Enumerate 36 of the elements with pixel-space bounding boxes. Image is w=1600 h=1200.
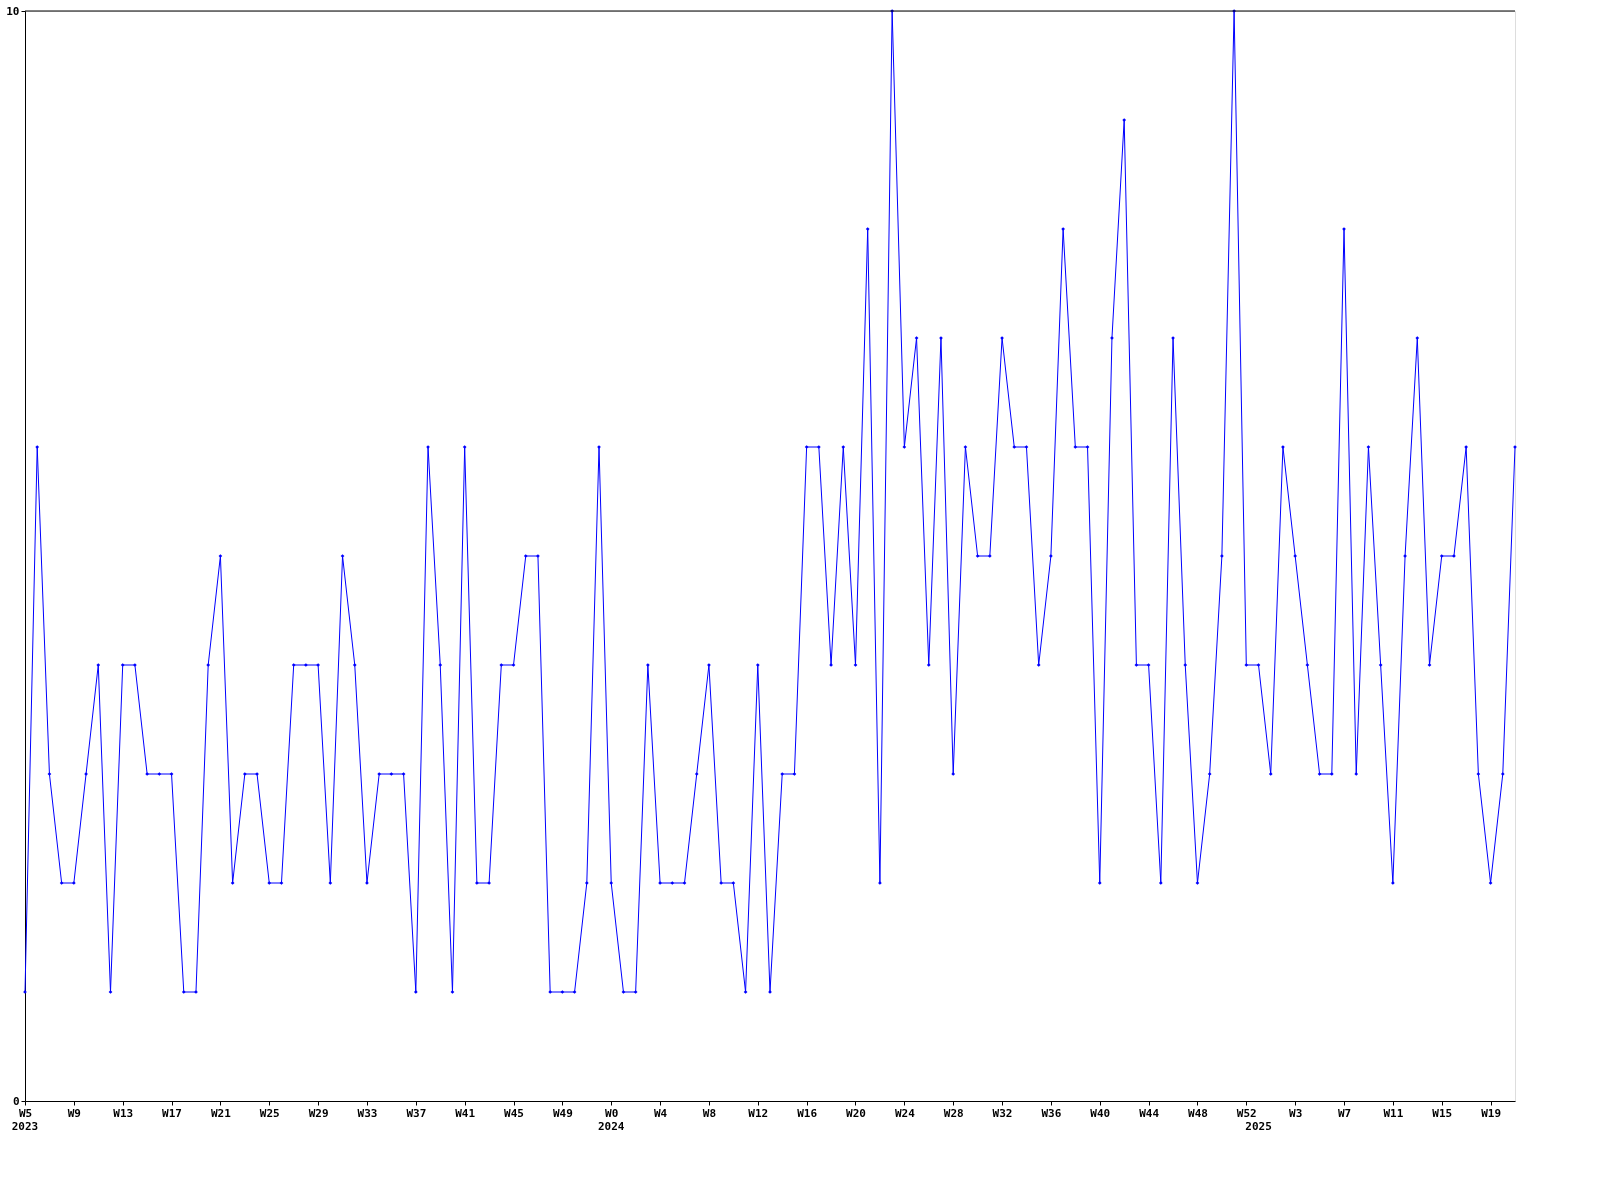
x-tick-label: W7 bbox=[1337, 1106, 1352, 1120]
x-tick-label: W9 bbox=[67, 1106, 81, 1120]
x-tick-label: W28 bbox=[943, 1106, 964, 1120]
x-tick-label: W19 bbox=[1481, 1106, 1502, 1120]
x-tick-label: W15 bbox=[1432, 1106, 1453, 1120]
text: 2023 bbox=[11, 1120, 39, 1133]
x-tick-label: W49 bbox=[552, 1106, 573, 1120]
x-tick-label: W33 bbox=[357, 1106, 378, 1120]
x-tick-label: W5 bbox=[18, 1106, 33, 1120]
x-tick-label: W32 bbox=[992, 1106, 1013, 1120]
x-tick-label: W24 bbox=[894, 1106, 916, 1120]
x-tick-label: W25 bbox=[259, 1106, 280, 1120]
x-tick-label: W11 bbox=[1383, 1106, 1404, 1120]
text: 2024 bbox=[597, 1120, 625, 1133]
x-tick-label: W3 bbox=[1289, 1106, 1303, 1120]
x-tick-label: W13 bbox=[113, 1106, 134, 1120]
x-tick-label: W45 bbox=[504, 1106, 524, 1120]
x-tick-label: W12 bbox=[748, 1106, 769, 1120]
x-tick-label: W0 bbox=[605, 1106, 619, 1120]
x-tick-label: W8 bbox=[702, 1106, 717, 1120]
x-tick-label: W37 bbox=[406, 1106, 427, 1120]
x-tick-label: W20 bbox=[846, 1106, 866, 1120]
x-tick-label: W16 bbox=[797, 1106, 818, 1120]
text: 2025 bbox=[1245, 1120, 1272, 1133]
x-tick-label: W17 bbox=[162, 1106, 182, 1120]
x-tick-label: W48 bbox=[1188, 1106, 1208, 1120]
x-tick-label: W52 bbox=[1236, 1106, 1257, 1120]
x-tick-label: W40 bbox=[1090, 1106, 1111, 1120]
y-tick-label: 0 bbox=[12, 1094, 20, 1108]
x-tick-label: W44 bbox=[1139, 1106, 1160, 1120]
y-tick-label: 10 bbox=[6, 4, 20, 18]
x-tick-label: W4 bbox=[653, 1106, 668, 1120]
x-tick-label: W41 bbox=[455, 1106, 476, 1120]
x-tick-label: W21 bbox=[210, 1106, 232, 1120]
x-tick-label: W36 bbox=[1041, 1106, 1062, 1120]
x-tick-label: W29 bbox=[308, 1106, 329, 1120]
